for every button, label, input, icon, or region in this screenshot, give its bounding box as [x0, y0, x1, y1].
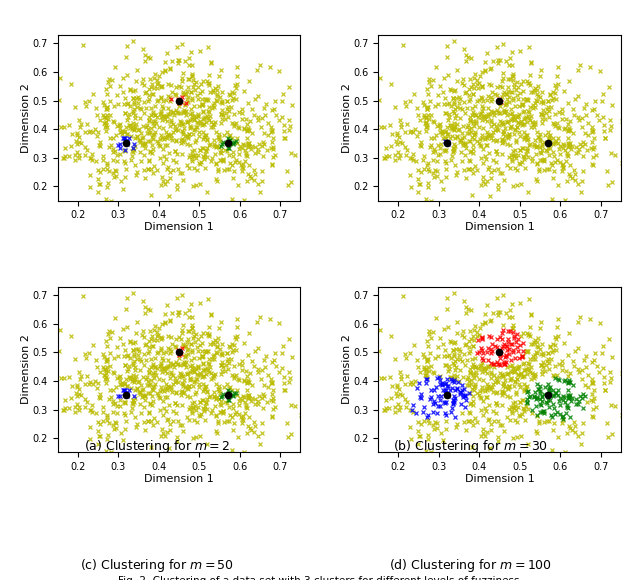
Y-axis label: Dimension 2: Dimension 2: [21, 335, 31, 404]
Y-axis label: Dimension 2: Dimension 2: [342, 83, 351, 153]
Text: (a) Clustering for $m = 2$: (a) Clustering for $m = 2$: [84, 438, 230, 455]
Y-axis label: Dimension 2: Dimension 2: [21, 83, 31, 153]
Text: (d) Clustering for $m = 100$: (d) Clustering for $m = 100$: [389, 557, 552, 574]
X-axis label: Dimension 1: Dimension 1: [465, 222, 534, 231]
Text: Fig. 2. Clustering of a data set with 3 clusters for different levels of fuzzine: Fig. 2. Clustering of a data set with 3 …: [118, 576, 522, 580]
X-axis label: Dimension 1: Dimension 1: [465, 473, 534, 484]
X-axis label: Dimension 1: Dimension 1: [144, 473, 214, 484]
Y-axis label: Dimension 2: Dimension 2: [342, 335, 351, 404]
X-axis label: Dimension 1: Dimension 1: [144, 222, 214, 231]
Text: (b) Clustering for $m = 30$: (b) Clustering for $m = 30$: [393, 438, 548, 455]
Text: (c) Clustering for $m = 50$: (c) Clustering for $m = 50$: [80, 557, 234, 574]
